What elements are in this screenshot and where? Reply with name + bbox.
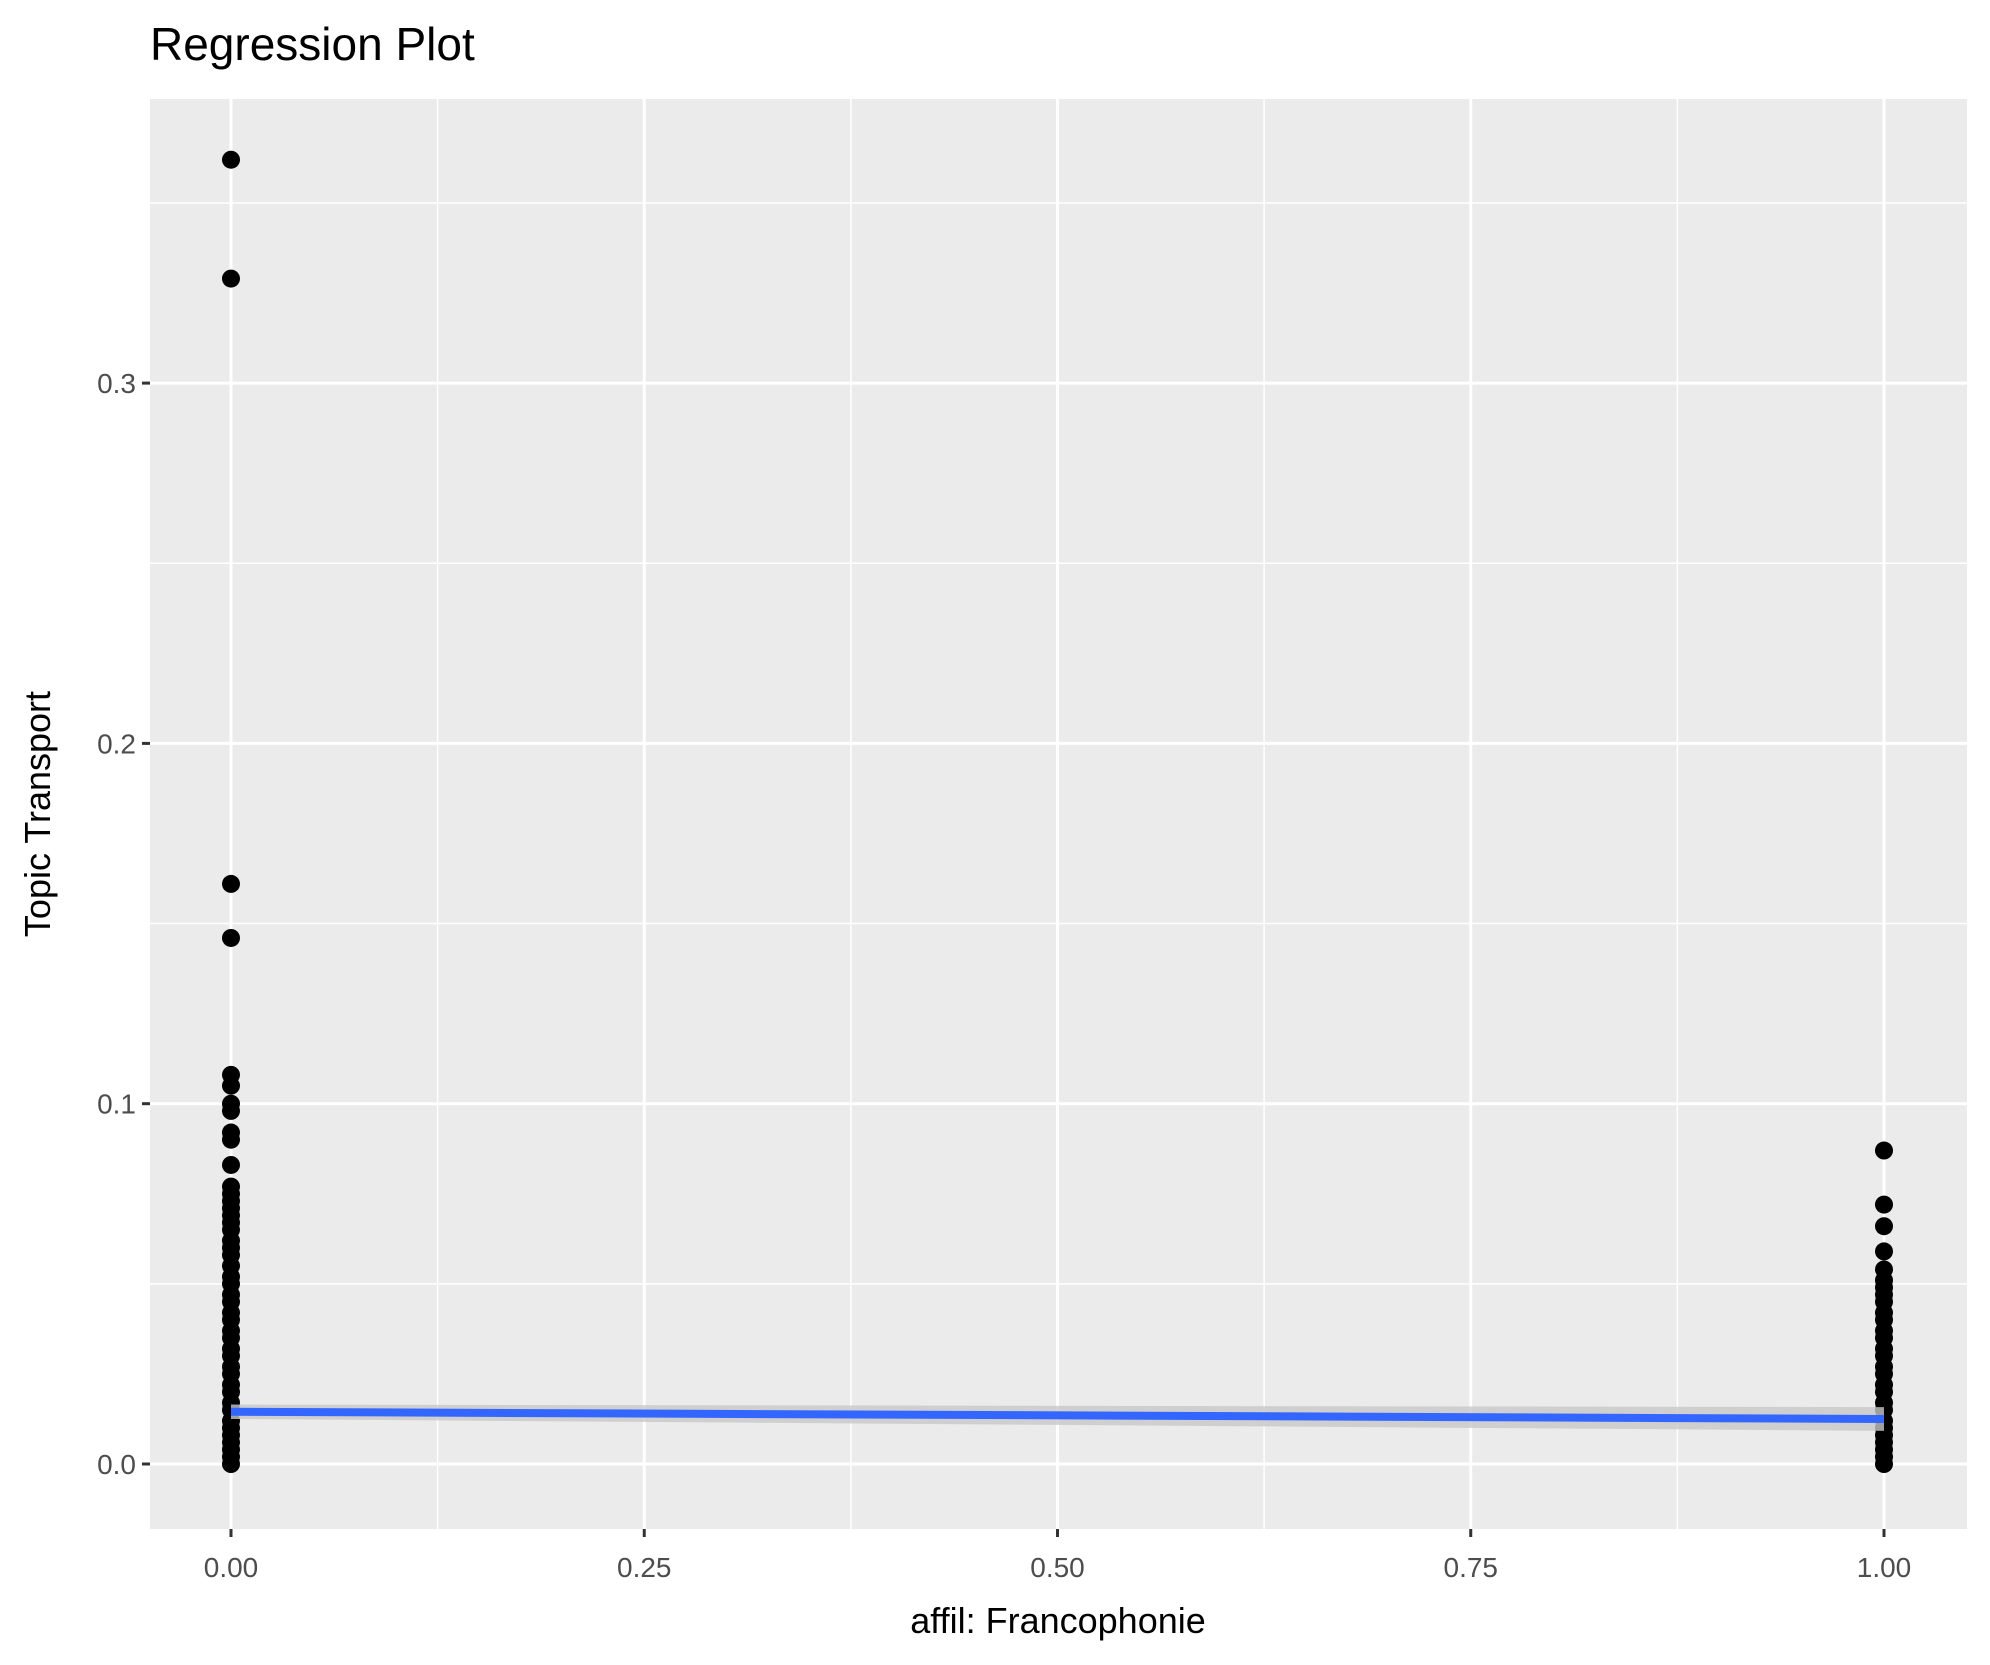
data-point: [222, 1101, 240, 1120]
data-point: [1875, 1455, 1893, 1473]
regression-line: [230, 1407, 1885, 1423]
plot-panel-group: 0.00 0.25 0.50 0.75 1.00 0.0 0.1 0.2 0.3: [97, 99, 1967, 1583]
y-tick-label: 0.1: [97, 1089, 136, 1120]
data-point: [222, 928, 240, 947]
data-point: [1875, 1217, 1893, 1236]
y-tick-label: 0.0: [97, 1449, 136, 1480]
chart-title: Regression Plot: [150, 18, 475, 70]
y-tick-label: 0.3: [97, 368, 136, 399]
data-point: [222, 269, 240, 288]
data-point: [1875, 1195, 1893, 1214]
x-axis-title: affil: Francophonie: [910, 1600, 1206, 1641]
data-point: [222, 1455, 240, 1473]
data-point: [222, 874, 240, 893]
y-axis-title: Topic Transport: [17, 691, 58, 937]
x-tick-label: 0.25: [617, 1552, 672, 1583]
data-point: [1875, 1141, 1893, 1160]
x-tick-label: 0.75: [1444, 1552, 1499, 1583]
data-point: [222, 1076, 240, 1095]
y-tick-label: 0.2: [97, 728, 136, 759]
x-tick-label: 1.00: [1857, 1552, 1912, 1583]
data-point: [222, 1130, 240, 1149]
data-point: [222, 150, 240, 169]
x-tick-label: 0.00: [204, 1552, 259, 1583]
x-tick-label: 0.50: [1030, 1552, 1085, 1583]
data-point: [1875, 1242, 1893, 1261]
data-point: [222, 1155, 240, 1174]
